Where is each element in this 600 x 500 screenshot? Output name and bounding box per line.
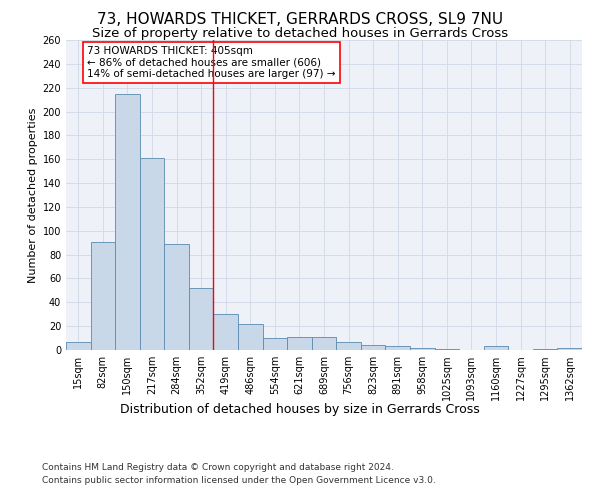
Bar <box>287 337 312 350</box>
Text: Distribution of detached houses by size in Gerrards Cross: Distribution of detached houses by size … <box>120 402 480 415</box>
Text: Contains public sector information licensed under the Open Government Licence v3: Contains public sector information licen… <box>42 476 436 485</box>
Bar <box>312 337 336 350</box>
Bar <box>434 349 459 350</box>
Y-axis label: Number of detached properties: Number of detached properties <box>28 108 38 282</box>
Text: 73 HOWARDS THICKET: 405sqm
← 86% of detached houses are smaller (606)
14% of sem: 73 HOWARDS THICKET: 405sqm ← 86% of deta… <box>87 46 335 79</box>
Bar <box>336 342 361 350</box>
Bar <box>263 338 287 350</box>
Text: 73, HOWARDS THICKET, GERRARDS CROSS, SL9 7NU: 73, HOWARDS THICKET, GERRARDS CROSS, SL9… <box>97 12 503 28</box>
Bar <box>91 242 115 350</box>
Bar <box>361 345 385 350</box>
Bar <box>557 348 582 350</box>
Bar <box>115 94 140 350</box>
Bar <box>214 314 238 350</box>
Text: Contains HM Land Registry data © Crown copyright and database right 2024.: Contains HM Land Registry data © Crown c… <box>42 462 394 471</box>
Bar <box>66 342 91 350</box>
Bar <box>140 158 164 350</box>
Bar <box>533 349 557 350</box>
Text: Size of property relative to detached houses in Gerrards Cross: Size of property relative to detached ho… <box>92 28 508 40</box>
Bar <box>189 288 214 350</box>
Bar <box>164 244 189 350</box>
Bar <box>238 324 263 350</box>
Bar <box>385 346 410 350</box>
Bar <box>484 346 508 350</box>
Bar <box>410 348 434 350</box>
